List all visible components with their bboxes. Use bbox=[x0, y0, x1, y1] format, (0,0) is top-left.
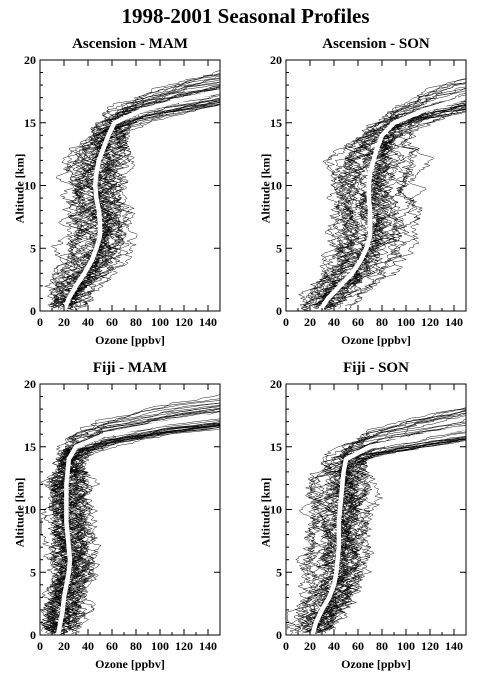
y-tick-label: 0 bbox=[276, 628, 282, 642]
ozone-profile-line bbox=[287, 377, 491, 629]
x-axis-label: Ozone [ppbv] bbox=[286, 333, 466, 348]
y-axis-label: Altitude [km] bbox=[13, 463, 28, 563]
x-axis-label: Ozone [ppbv] bbox=[286, 657, 466, 672]
x-tick-label: 120 bbox=[175, 315, 193, 329]
y-tick-label: 20 bbox=[270, 53, 282, 67]
x-tick-label: 140 bbox=[445, 639, 463, 653]
y-tick-label: 15 bbox=[24, 440, 36, 454]
x-tick-label: 20 bbox=[58, 639, 70, 653]
x-axis-label: Ozone [ppbv] bbox=[40, 333, 220, 348]
x-tick-label: 60 bbox=[352, 639, 364, 653]
x-tick-label: 140 bbox=[445, 315, 463, 329]
ozone-profile-line bbox=[305, 377, 491, 633]
y-tick-label: 5 bbox=[30, 241, 36, 255]
x-tick-label: 120 bbox=[421, 639, 439, 653]
ozone-profile-line bbox=[314, 53, 491, 309]
ozone-profile-line bbox=[320, 53, 491, 307]
y-tick-label: 15 bbox=[270, 116, 282, 130]
y-tick-label: 5 bbox=[276, 565, 282, 579]
x-tick-label: 140 bbox=[199, 315, 217, 329]
x-tick-label: 100 bbox=[397, 315, 415, 329]
y-axis-label: Altitude [km] bbox=[259, 463, 274, 563]
x-tick-label: 0 bbox=[283, 639, 289, 653]
profiles-group bbox=[287, 377, 491, 635]
x-tick-label: 0 bbox=[37, 315, 43, 329]
y-tick-label: 0 bbox=[30, 628, 36, 642]
y-tick-label: 20 bbox=[270, 377, 282, 391]
x-tick-label: 80 bbox=[130, 639, 142, 653]
y-tick-label: 15 bbox=[270, 440, 282, 454]
ozone-profile-line bbox=[320, 53, 491, 307]
x-tick-label: 20 bbox=[304, 315, 316, 329]
x-tick-label: 20 bbox=[304, 639, 316, 653]
x-tick-label: 120 bbox=[175, 639, 193, 653]
x-tick-label: 40 bbox=[82, 315, 94, 329]
ozone-profile-line bbox=[309, 378, 491, 630]
y-tick-label: 15 bbox=[24, 116, 36, 130]
x-tick-label: 40 bbox=[328, 315, 340, 329]
x-tick-label: 140 bbox=[199, 639, 217, 653]
x-tick-label: 60 bbox=[352, 315, 364, 329]
x-tick-label: 60 bbox=[106, 315, 118, 329]
ozone-profile-line bbox=[294, 377, 491, 632]
y-axis-label: Altitude [km] bbox=[13, 139, 28, 239]
x-tick-label: 40 bbox=[328, 639, 340, 653]
x-tick-label: 100 bbox=[151, 639, 169, 653]
x-tick-label: 100 bbox=[151, 315, 169, 329]
y-tick-label: 20 bbox=[24, 53, 36, 67]
x-tick-label: 120 bbox=[421, 315, 439, 329]
x-tick-label: 80 bbox=[376, 315, 388, 329]
y-axis-label: Altitude [km] bbox=[259, 139, 274, 239]
y-tick-label: 5 bbox=[276, 241, 282, 255]
x-tick-label: 80 bbox=[130, 315, 142, 329]
y-tick-label: 20 bbox=[24, 377, 36, 391]
x-tick-label: 20 bbox=[58, 315, 70, 329]
x-tick-label: 0 bbox=[37, 639, 43, 653]
x-tick-label: 60 bbox=[106, 639, 118, 653]
profiles-group bbox=[299, 53, 491, 311]
figure-title: 1998-2001 Seasonal Profiles bbox=[0, 4, 491, 29]
x-tick-label: 0 bbox=[283, 315, 289, 329]
x-tick-label: 40 bbox=[82, 639, 94, 653]
y-tick-label: 5 bbox=[30, 565, 36, 579]
ozone-profile-line bbox=[300, 54, 491, 309]
y-tick-label: 0 bbox=[276, 304, 282, 318]
x-tick-label: 100 bbox=[397, 639, 415, 653]
x-axis-label: Ozone [ppbv] bbox=[40, 657, 220, 672]
x-tick-label: 80 bbox=[376, 639, 388, 653]
ozone-profile-line bbox=[303, 53, 491, 305]
y-tick-label: 0 bbox=[30, 304, 36, 318]
